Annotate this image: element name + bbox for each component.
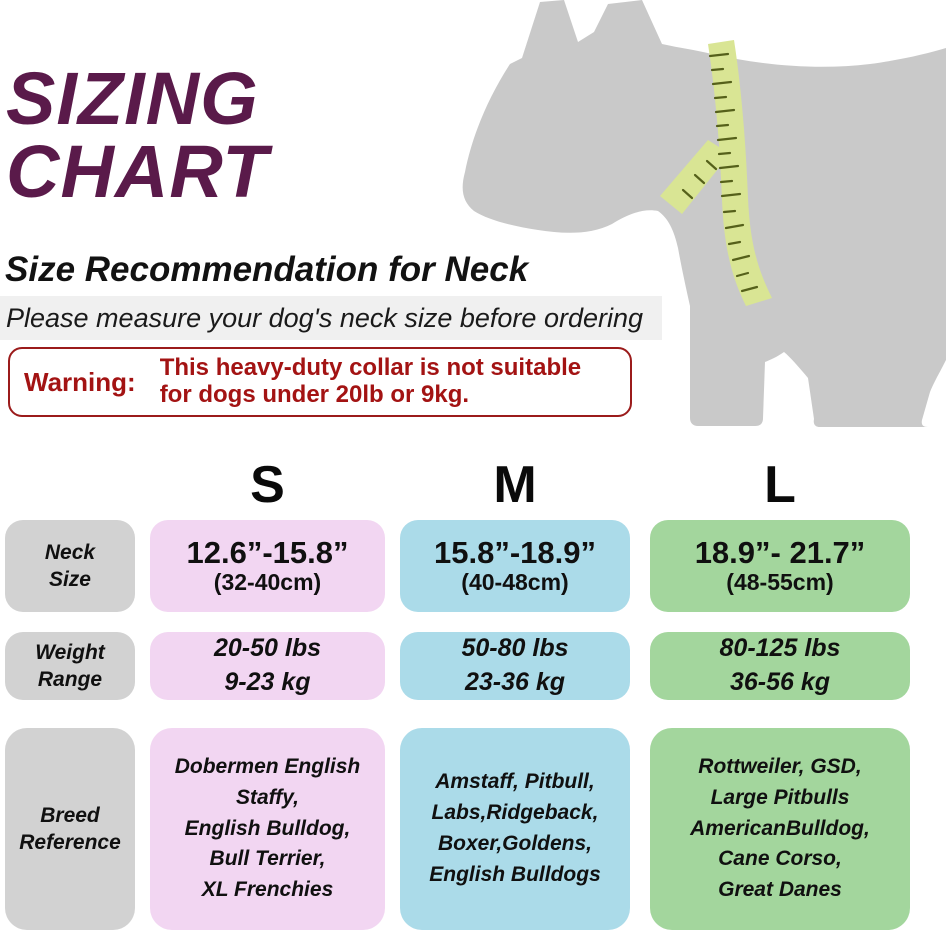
weight-range-s-text: 20-50 lbs 9-23 kg (213, 634, 321, 696)
measuring-tape-icon (708, 40, 772, 306)
breed-reference-row-label: Breed Reference (5, 728, 135, 930)
weight-range-row-label: Weight Range (5, 632, 135, 700)
weight-range-l-text: 80-125 lbs 36-56 kg (719, 634, 841, 696)
weight-range-cell-l: 80-125 lbs 36-56 kg (650, 632, 910, 700)
breed-reference-l-text: Rottweiler, GSD, Large Pitbulls American… (690, 754, 870, 902)
breed-reference-cell-m: Amstaff, Pitbull, Labs,Ridgeback, Boxer,… (400, 728, 630, 930)
size-header-l: L (764, 456, 796, 514)
neck-size-row-label: Neck Size (5, 520, 135, 612)
size-header-row: S M L (5, 455, 910, 515)
weight-range-m-text: 50-80 lbs 23-36 kg (461, 634, 569, 696)
tape-tick-marks (681, 52, 759, 293)
dog-illustration (460, 0, 946, 430)
measure-note-band: Please measure your dog's neck size befo… (0, 296, 662, 340)
page-subtitle: Size Recommendation for Neck (5, 250, 529, 289)
neck-size-l-cm: (48-55cm) (726, 569, 834, 596)
weight-range-row: Weight Range 20-50 lbs 9-23 kg 50-80 lbs… (5, 632, 910, 700)
breed-reference-m-text: Amstaff, Pitbull, Labs,Ridgeback, Boxer,… (429, 770, 601, 886)
warning-box: Warning: This heavy-duty collar is not s… (8, 347, 632, 417)
neck-size-cell-m: 15.8”-18.9” (40-48cm) (400, 520, 630, 612)
neck-size-s-inches: 12.6”-15.8” (186, 535, 349, 571)
neck-size-row: Neck Size 12.6”-15.8” (32-40cm) 15.8”-18… (5, 520, 910, 612)
weight-range-cell-m: 50-80 lbs 23-36 kg (400, 632, 630, 700)
neck-size-m-inches: 15.8”-18.9” (434, 535, 596, 571)
neck-size-cell-s: 12.6”-15.8” (32-40cm) (150, 520, 385, 612)
warning-message: This heavy-duty collar is not suitable f… (159, 354, 582, 408)
header-spacer (5, 455, 135, 515)
neck-size-m-cm: (40-48cm) (461, 569, 569, 596)
breed-reference-row: Breed Reference Dobermen English Staffy,… (5, 728, 910, 930)
breed-reference-cell-s: Dobermen English Staffy, English Bulldog… (150, 728, 385, 930)
size-header-m: M (493, 456, 537, 514)
breed-reference-cell-l: Rottweiler, GSD, Large Pitbulls American… (650, 728, 910, 930)
size-header-s: S (250, 456, 285, 514)
measure-note-text: Please measure your dog's neck size befo… (6, 302, 644, 333)
breed-reference-s-text: Dobermen English Staffy, English Bulldog… (174, 754, 361, 902)
neck-size-l-inches: 18.9”- 21.7” (694, 535, 866, 571)
warning-label: Warning: (24, 366, 136, 397)
dog-silhouette-icon (462, 0, 946, 427)
neck-size-cell-l: 18.9”- 21.7” (48-55cm) (650, 520, 910, 612)
page-title: SIZING CHART (6, 57, 269, 214)
neck-size-s-cm: (32-40cm) (213, 569, 322, 596)
weight-range-cell-s: 20-50 lbs 9-23 kg (150, 632, 385, 700)
